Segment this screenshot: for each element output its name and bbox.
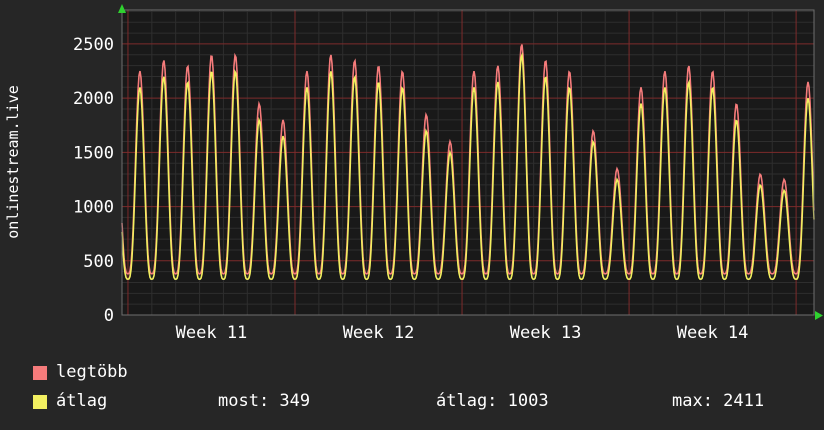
plot-area — [122, 10, 814, 315]
y-tick-label: 2500 — [73, 35, 114, 55]
y-tick-label: 1000 — [73, 198, 114, 218]
axis-arrow-right-icon — [815, 311, 823, 320]
legend-swatch-legtobb — [33, 366, 47, 380]
series-line-átlag — [121, 52, 815, 281]
stat-atlag: átlag: 1003 — [436, 391, 549, 411]
legend-label-legtobb: legtöbb — [56, 362, 128, 382]
y-tick-label: 500 — [83, 252, 114, 272]
x-week-label: Week 11 — [176, 323, 248, 343]
x-week-label: Week 12 — [343, 323, 415, 343]
legend-swatch-atlag — [33, 395, 47, 409]
stat-max: max: 2411 — [672, 391, 765, 411]
graph-vertical-title: onlinestream.live — [4, 85, 22, 239]
x-week-label: Week 13 — [510, 323, 582, 343]
y-tick-label: 2000 — [73, 89, 114, 109]
x-week-label: Week 14 — [677, 323, 749, 343]
plot-border — [121, 9, 815, 316]
legend-label-atlag: átlag — [56, 391, 108, 411]
y-tick-label: 1500 — [73, 143, 114, 163]
axis-arrow-up-icon — [118, 4, 126, 13]
stat-most: most: 349 — [218, 391, 311, 411]
y-tick-label: 0 — [104, 306, 114, 326]
